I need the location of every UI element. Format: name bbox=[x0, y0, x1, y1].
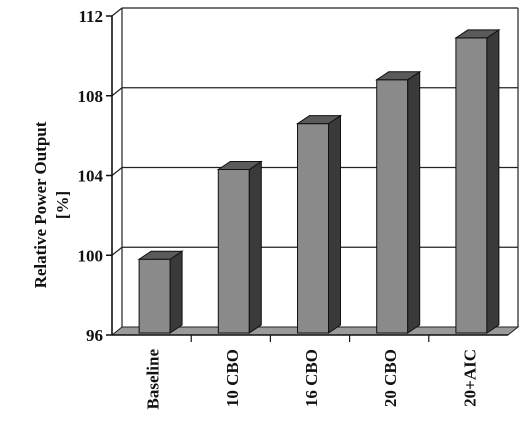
bar bbox=[455, 37, 488, 334]
bar-side bbox=[407, 70, 421, 334]
bar-top bbox=[295, 115, 343, 125]
gridline-depth bbox=[111, 7, 123, 17]
bar-top bbox=[375, 71, 422, 81]
x-category-label: 20+AIC bbox=[460, 349, 479, 407]
x-category-label: 16 CBO bbox=[302, 349, 321, 407]
bar-side bbox=[486, 28, 500, 334]
bar-top bbox=[137, 250, 184, 260]
x-category-label: Baseline bbox=[144, 349, 163, 410]
bar-side bbox=[169, 250, 183, 334]
bar-top bbox=[454, 29, 501, 39]
bar bbox=[376, 79, 409, 334]
x-category-label: 20 CBO bbox=[381, 349, 400, 407]
bar bbox=[138, 258, 171, 334]
bar-side bbox=[248, 160, 262, 334]
bar-side bbox=[328, 114, 341, 334]
axes bbox=[106, 15, 508, 342]
y-tick-label: 104 bbox=[78, 167, 104, 186]
y-axis-label-line2: [%] bbox=[53, 191, 72, 219]
y-tick-label: 108 bbox=[78, 87, 104, 106]
y-tick-label: 112 bbox=[78, 7, 103, 26]
gridline-depth bbox=[111, 246, 123, 256]
bar-top bbox=[216, 161, 263, 171]
y-tick-label: 96 bbox=[86, 326, 103, 345]
y-axis-label-line1: Relative Power Output bbox=[31, 121, 50, 288]
gridline-depth bbox=[111, 167, 123, 176]
gridline-depth bbox=[111, 87, 123, 97]
bar bbox=[217, 169, 250, 334]
y-tick-label: 100 bbox=[78, 246, 104, 265]
x-category-label: 10 CBO bbox=[223, 349, 242, 407]
y-tick-labels: 96 100 104 108 112 bbox=[78, 7, 104, 345]
bar-group bbox=[137, 28, 501, 334]
x-category-labels: Baseline 10 CBO 16 CBO 20 CBO 20+AIC bbox=[144, 349, 480, 410]
bar bbox=[297, 123, 329, 334]
